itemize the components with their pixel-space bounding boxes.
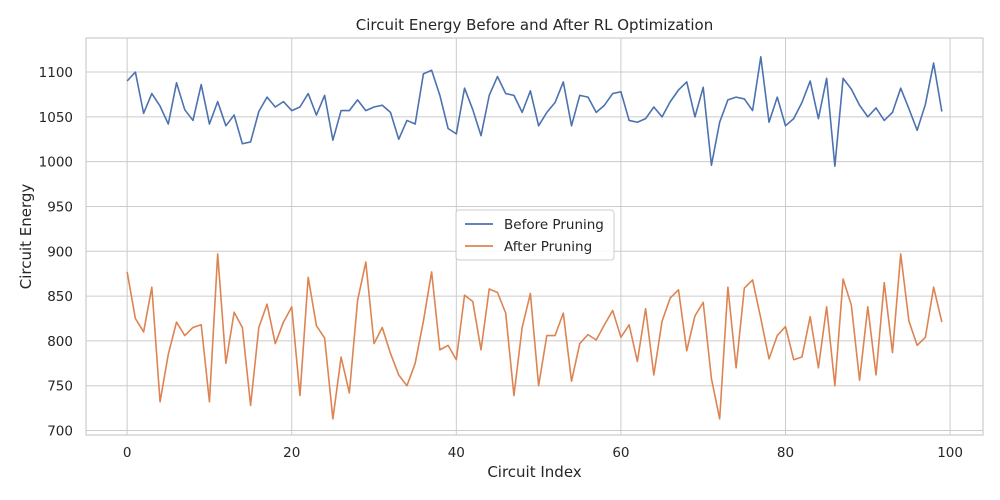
y-tick-label: 1000 (39, 155, 73, 171)
x-tick-label: 100 (937, 445, 963, 461)
y-tick-label: 850 (47, 289, 73, 305)
y-tick-label: 700 (47, 424, 73, 440)
y-tick-label: 950 (47, 199, 73, 215)
x-tick-label: 80 (777, 445, 794, 461)
x-tick-label: 40 (448, 445, 465, 461)
y-tick-label: 800 (47, 334, 73, 350)
series-line-before-pruning (126, 56, 943, 167)
x-axis-label: Circuit Index (487, 463, 581, 481)
y-tick-label: 750 (47, 379, 73, 395)
x-tick-label: 60 (612, 445, 629, 461)
y-tick-label: 1050 (39, 110, 73, 126)
x-tick-label: 20 (283, 445, 300, 461)
series-line-after-pruning (126, 253, 943, 420)
y-axis-label: Circuit Energy (17, 184, 35, 290)
legend-box (455, 209, 615, 261)
legend: Before Pruning After Pruning (455, 209, 615, 261)
y-tick-label: 1100 (39, 65, 73, 81)
chart-title: Circuit Energy Before and After RL Optim… (356, 16, 713, 34)
legend-label: Before Pruning (504, 217, 604, 233)
y-tick-label: 900 (47, 244, 73, 260)
legend-label: After Pruning (504, 239, 592, 255)
x-tick-label: 0 (123, 445, 132, 461)
